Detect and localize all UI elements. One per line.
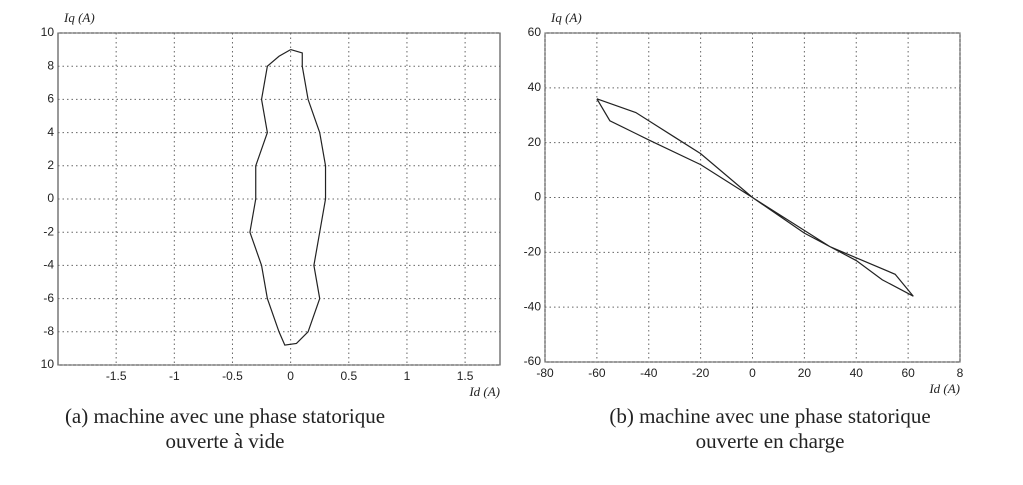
y-tick-label: 10	[41, 25, 55, 39]
data-line	[249, 49, 327, 346]
x-tick-label: -1.5	[106, 369, 127, 383]
y-tick-label: 2	[47, 158, 54, 172]
x-tick-label: -20	[692, 366, 710, 380]
x-tick-label: 1	[404, 369, 411, 383]
y-tick-label: 4	[47, 125, 54, 139]
y-tick-label: 0	[47, 191, 54, 205]
y-tick-label: -6	[43, 291, 54, 305]
y-tick-label: 8	[47, 58, 54, 72]
y-tick-label: 6	[47, 92, 54, 106]
x-tick-label: 0	[749, 366, 756, 380]
y-tick-label: -4	[43, 258, 54, 272]
y-axis-label: Iq (A)	[550, 10, 582, 25]
y-tick-label: 60	[528, 25, 542, 39]
x-tick-label: 40	[850, 366, 864, 380]
x-tick-label: 60	[901, 366, 915, 380]
x-tick-label: -60	[588, 366, 606, 380]
x-tick-label: -80	[536, 366, 554, 380]
x-tick-label: -1	[169, 369, 180, 383]
caption: ouverte à vide	[166, 429, 285, 453]
y-tick-label: -8	[43, 324, 54, 338]
y-tick-label: 40	[528, 80, 542, 94]
y-tick-label: -60	[524, 354, 542, 368]
x-tick-label: 1.5	[457, 369, 474, 383]
x-tick-label: 8	[957, 366, 964, 380]
x-tick-label: -0.5	[222, 369, 243, 383]
x-axis-label: Id (A)	[468, 384, 500, 399]
y-tick-label: 10	[41, 357, 55, 371]
y-axis-label: Iq (A)	[63, 10, 95, 25]
caption: (a) machine avec une phase statorique	[65, 404, 385, 428]
y-tick-label: 20	[528, 135, 542, 149]
x-tick-label: 0.5	[340, 369, 357, 383]
y-tick-label: 0	[534, 190, 541, 204]
x-tick-label: -40	[640, 366, 658, 380]
caption: ouverte en charge	[696, 429, 845, 453]
data-line	[596, 98, 914, 297]
x-axis-label: Id (A)	[928, 381, 960, 396]
y-tick-label: -20	[524, 245, 542, 259]
caption: (b) machine avec une phase statorique	[609, 404, 930, 428]
y-tick-label: -40	[524, 299, 542, 313]
x-tick-label: 20	[798, 366, 812, 380]
y-tick-label: -2	[43, 224, 54, 238]
x-tick-label: 0	[287, 369, 294, 383]
